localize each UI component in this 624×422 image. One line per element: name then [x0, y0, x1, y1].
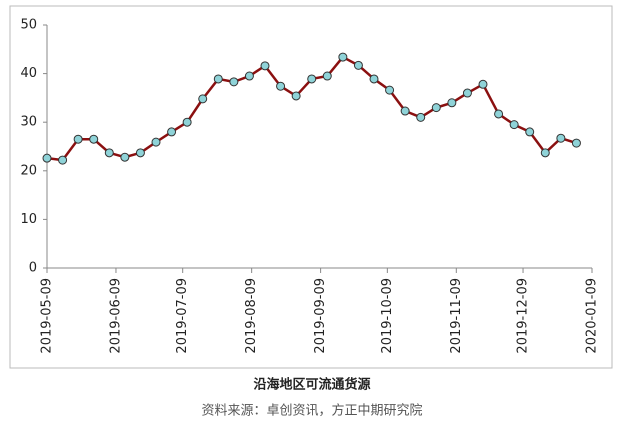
data-point: [385, 85, 395, 95]
data-point: [229, 77, 239, 87]
data-point: [167, 127, 177, 137]
data-point: [431, 103, 441, 113]
data-point: [135, 148, 145, 158]
x-tick-label: 2019-10-09: [380, 278, 395, 354]
data-point: [42, 153, 52, 163]
y-tick-label: 40: [20, 66, 37, 81]
data-point: [525, 127, 535, 137]
x-tick-label: 2019-05-09: [40, 278, 55, 354]
source-note: 资料来源：卓创资讯，方正中期研究院: [201, 403, 422, 419]
x-tick-label: 2019-09-09: [313, 278, 328, 354]
data-point: [571, 138, 581, 148]
data-point: [276, 81, 286, 91]
data-point: [182, 117, 192, 127]
y-tick-label: 10: [20, 212, 37, 227]
data-point: [58, 155, 68, 165]
chart-frame: [9, 5, 613, 369]
data-point: [494, 109, 504, 119]
data-point: [104, 148, 114, 158]
data-point: [447, 98, 457, 108]
chart-title: 沿海地区可流通货源: [253, 377, 370, 393]
x-tick-label: 2019-08-09: [244, 278, 259, 354]
data-point: [338, 52, 348, 62]
x-tick-label: 2019-11-09: [449, 278, 464, 354]
data-point: [89, 134, 99, 144]
data-point: [416, 112, 426, 122]
data-point: [244, 71, 254, 81]
y-tick-label: 0: [29, 261, 37, 276]
data-point: [198, 94, 208, 104]
data-point: [151, 137, 161, 147]
y-tick-label: 50: [20, 18, 37, 33]
data-point: [120, 152, 130, 162]
data-point: [556, 133, 566, 143]
x-tick-label: 2020-01-09: [585, 278, 600, 354]
data-point: [540, 148, 550, 158]
data-point: [307, 74, 317, 84]
data-line: [46, 55, 577, 162]
data-point: [400, 106, 410, 116]
data-point: [213, 74, 223, 84]
data-point: [291, 91, 301, 101]
data-point: [462, 88, 472, 98]
data-point: [478, 79, 488, 89]
data-point: [353, 60, 363, 70]
y-tick-label: 20: [20, 163, 37, 178]
y-tick-label: 30: [20, 115, 37, 130]
x-tick-label: 2019-06-09: [108, 278, 123, 354]
data-point: [509, 120, 519, 130]
data-point: [260, 61, 270, 71]
data-point: [322, 71, 332, 81]
x-tick-label: 2019-12-09: [516, 278, 531, 354]
data-point: [73, 134, 83, 144]
data-point: [369, 74, 379, 84]
x-tick-label: 2019-07-09: [175, 278, 190, 354]
